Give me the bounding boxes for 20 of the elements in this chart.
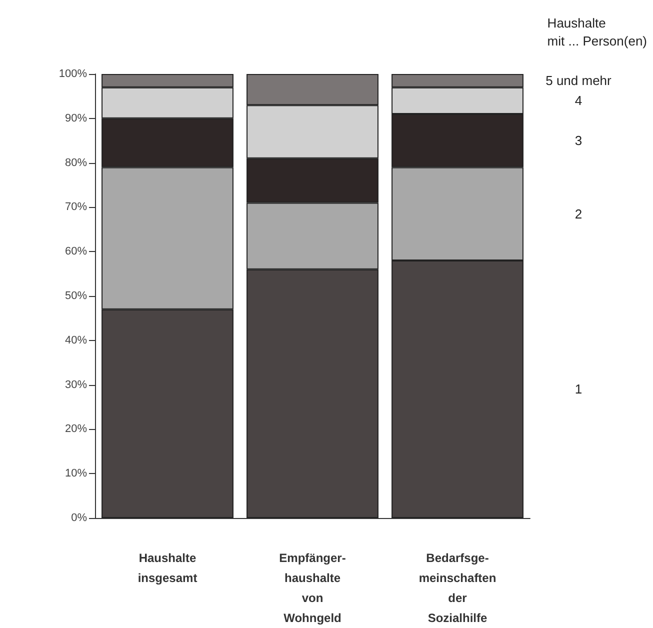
y-tick-label: 70%	[64, 201, 88, 214]
text: 3	[574, 133, 582, 148]
y-tick-label: 20%	[64, 423, 88, 436]
series-label: 5 und mehr	[546, 73, 612, 88]
y-tick-label: 80%	[64, 156, 88, 169]
y-tick-label: 50%	[64, 290, 88, 302]
y-tick-label: 100%	[58, 68, 88, 80]
y-tick-label: 90%	[64, 112, 88, 124]
x-tick-label: Haushalte insgesamt	[138, 551, 198, 585]
x-tick-label: Bedarfsge- meinschaften der Sozialhilfe	[418, 551, 496, 625]
x-tick-label: Empfänger- haushalte von Wohngeld	[279, 551, 346, 625]
legend-title: Haushalte mit ... Person(en)	[547, 16, 648, 48]
text: 4	[574, 93, 582, 108]
y-tick-label: 10%	[64, 468, 88, 480]
y-tick-label: 40%	[64, 334, 88, 346]
y-tick-label: 60%	[64, 246, 88, 258]
text: 2	[574, 206, 582, 222]
y-tick-label: 30%	[64, 378, 88, 391]
text: 1	[574, 382, 582, 397]
y-tick-label: 0%	[71, 512, 88, 524]
